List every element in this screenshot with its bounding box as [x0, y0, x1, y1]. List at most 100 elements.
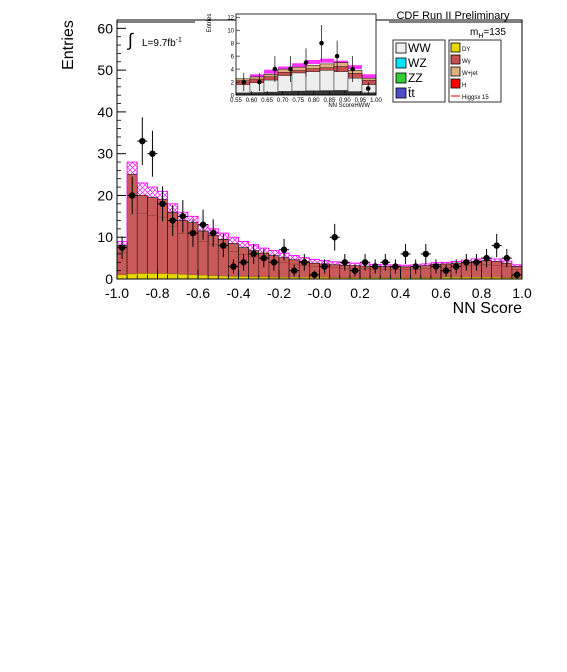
lumi-label: L=9.7fb-1 [142, 37, 182, 49]
legend-label: Wγ [462, 59, 471, 65]
data-point [230, 263, 237, 270]
inset-y-tick-label: 2 [231, 81, 235, 87]
dy-bin [137, 273, 148, 280]
dy-bin [207, 275, 219, 280]
legend-label: WZ [408, 56, 427, 70]
inset-y-axis-label: Entries [207, 14, 213, 33]
data-point [402, 250, 409, 258]
inset-x-tick-label: 0.70 [277, 98, 289, 104]
x-tick-label: 0.8 [472, 285, 492, 301]
lumi-text: L=9.7fb [142, 38, 176, 49]
dy-bin [177, 274, 189, 280]
x-tick-label: 0.2 [350, 285, 370, 301]
inset-data-point [257, 79, 262, 85]
data-point [442, 267, 450, 274]
dy-bin [197, 275, 209, 280]
signal-line [117, 161, 522, 266]
data-point [270, 259, 278, 266]
data-point [321, 263, 328, 270]
x-tick-label: 0.6 [431, 285, 451, 301]
y-tick-label: 50 [97, 62, 113, 78]
inset-x-tick-label: 0.95 [355, 98, 367, 104]
y-tick-label: 60 [97, 20, 113, 36]
inset-bottom-bin [264, 91, 278, 95]
mass-sub: H [478, 33, 483, 40]
inset-y-tick-label: 12 [227, 16, 234, 22]
y-tick-label: 20 [97, 187, 113, 203]
data-point [422, 250, 430, 258]
data-point [331, 234, 338, 241]
data-point [128, 192, 136, 199]
inset-bottom-bin [236, 92, 250, 95]
inset-bottom-bin [320, 90, 334, 95]
y-tick-label: 30 [97, 146, 113, 162]
dy-bin [167, 273, 178, 280]
legend-swatch [395, 42, 407, 54]
dy-bin [187, 274, 199, 280]
data-point [412, 263, 419, 270]
data-point [220, 242, 227, 249]
inset-y-tick-label: 8 [231, 42, 235, 48]
data-point [189, 229, 197, 237]
data-point [179, 213, 187, 220]
x-tick-label: -1.0 [105, 285, 129, 301]
y-axis-label: Entries [60, 20, 77, 70]
data-point [311, 271, 318, 279]
inset-data-point [334, 53, 340, 59]
data-point [452, 263, 460, 270]
inset-signal-band [292, 63, 306, 68]
inset-data-point [272, 66, 278, 72]
legend-label: W+jet [462, 71, 478, 77]
legend-swatch [450, 66, 461, 77]
inset-signal-band [264, 69, 278, 74]
inset-x-tick-label: 1.00 [370, 98, 382, 104]
data-point [159, 200, 166, 208]
data-point [382, 259, 389, 266]
x-tick-label: -0.2 [267, 285, 291, 301]
x-tick-label: -0.4 [226, 285, 250, 301]
inset-data-point [365, 86, 371, 91]
stack-bin [491, 261, 503, 280]
data-point [432, 263, 440, 270]
data-point [473, 259, 480, 266]
legend-label: t̄t [408, 86, 416, 100]
inset-frame [235, 13, 377, 96]
legend-swatch [450, 42, 461, 53]
inset-signal-band [362, 74, 376, 79]
data-point [280, 246, 288, 253]
inset-signal-band [278, 66, 292, 71]
inset-x-tick-label: 0.65 [261, 98, 273, 104]
data-point [139, 137, 146, 145]
inset-data-point [288, 66, 293, 72]
dy-bin [147, 273, 158, 280]
data-point [392, 263, 399, 270]
inset-bottom-bin [362, 92, 376, 95]
lumi-sup: -1 [176, 37, 182, 44]
inset-signal-band [320, 58, 334, 63]
inset-bottom-bin [334, 90, 348, 95]
data-point [209, 229, 217, 237]
data-point [250, 250, 257, 258]
x-axis-label: NN Score [453, 300, 522, 317]
inset-x-tick-label: 0.85 [323, 98, 335, 104]
inset-data-point [350, 66, 355, 72]
legend-label: DY [462, 47, 470, 53]
stack-bin [136, 195, 148, 280]
data-point [341, 259, 349, 266]
mass-label: mH=135 [470, 27, 506, 40]
x-tick-label: -0.0 [307, 285, 331, 301]
data-point [503, 254, 511, 262]
inset-x-tick-label: 0.75 [292, 98, 304, 104]
x-tick-label: 0.4 [391, 285, 411, 301]
integral-symbol: ∫ [126, 30, 134, 50]
inset-signal-band [306, 60, 320, 65]
inset-signal-band [250, 74, 264, 79]
data-point [351, 267, 359, 274]
inset-data-point [303, 60, 309, 65]
legend-label: ZZ [408, 71, 423, 85]
inset-x-tick-label: 0.60 [246, 98, 258, 104]
inset-x-tick-label: 0.90 [339, 98, 351, 104]
data-point [493, 242, 500, 249]
